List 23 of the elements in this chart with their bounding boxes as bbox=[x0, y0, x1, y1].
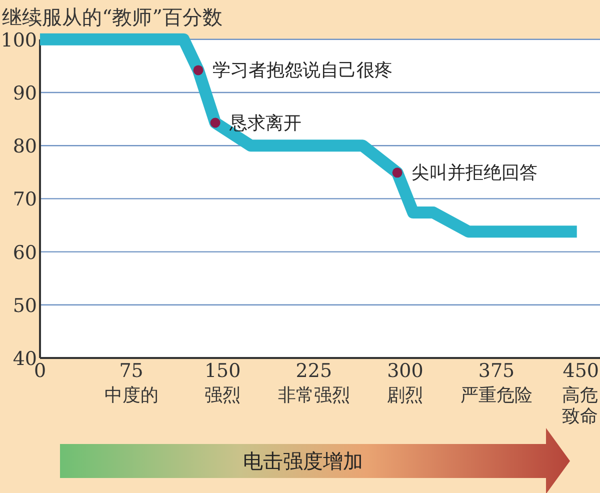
x-tick-label: 75 bbox=[119, 360, 144, 382]
annotation: 恳求离开 bbox=[228, 112, 302, 134]
x-tick-label: 150 bbox=[204, 360, 241, 382]
text: 剧烈 bbox=[387, 385, 424, 406]
text: 非常强烈 bbox=[276, 385, 351, 406]
x-tick-label: 300 bbox=[387, 360, 424, 382]
y-tick-label: 50 bbox=[12, 294, 37, 317]
y-axis-title: 继续服从的“教师”百分数 bbox=[2, 5, 222, 29]
text: 严重危险 bbox=[460, 385, 534, 406]
annotation: 尖叫并拒绝回答 bbox=[411, 162, 538, 184]
annotation: 学习者抱怨说自己很疼 bbox=[212, 60, 392, 82]
x-tick-label: 225 bbox=[296, 360, 332, 382]
x-tick-label: 375 bbox=[478, 360, 515, 382]
y-tick-label: 80 bbox=[12, 136, 37, 158]
text: 中度的 bbox=[103, 385, 160, 406]
y-tick-label: 100 bbox=[0, 29, 37, 52]
y-tick-label: 90 bbox=[12, 82, 37, 104]
y-tick-label: 60 bbox=[12, 242, 37, 264]
x-tick-label: 450 bbox=[562, 360, 599, 382]
y-tick-label: 70 bbox=[12, 188, 37, 211]
text: 强烈 bbox=[204, 385, 241, 406]
text: 高危致命 bbox=[561, 385, 599, 427]
text: 电击强度增加 bbox=[243, 449, 363, 473]
